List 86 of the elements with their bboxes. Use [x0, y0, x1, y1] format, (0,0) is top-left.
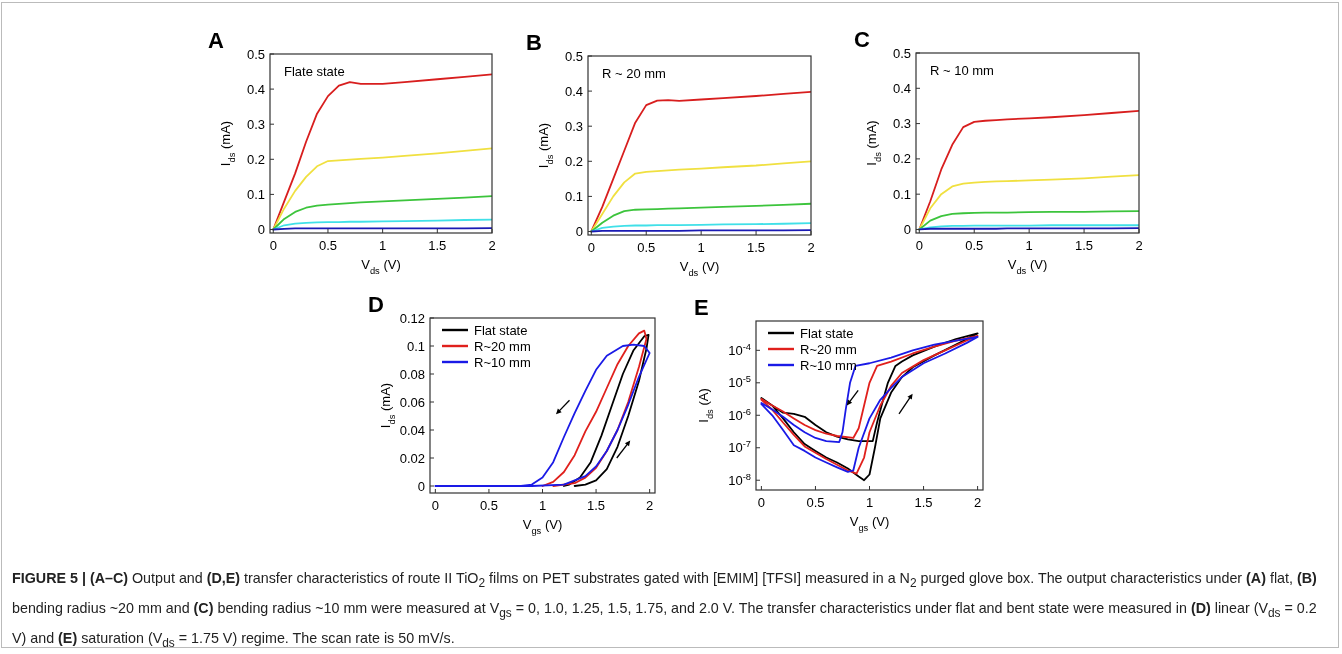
x-tick-label: 0 — [757, 495, 766, 510]
y-tick-label: 0.2 — [564, 153, 583, 169]
x-tick-label: 1 — [697, 240, 705, 255]
x-tick-label: 1 — [379, 238, 387, 253]
x-tick-label: 1.5 — [587, 498, 606, 513]
line-series — [918, 174, 1139, 231]
x-tick-label: 1.5 — [1075, 238, 1094, 253]
legend-label: Flat state — [474, 322, 528, 338]
x-axis-title: V$_{gs}$ (V) — [522, 517, 563, 536]
y-tick-label: 0.08 — [399, 366, 425, 382]
y-tick-label: 0 — [575, 223, 583, 239]
x-tick-label: 1 — [865, 495, 874, 510]
x-tick-label: 0.5 — [806, 495, 825, 510]
y-tick-label: 10$^{-4}$ — [728, 341, 751, 358]
y-tick-label: 0.3 — [246, 116, 265, 132]
x-axis-title: V$_{ds}$ (V) — [679, 259, 720, 278]
text: FIGURE 5 | (A–C) Output and (D,E) transfer characteristics of route II TiO$_{2}$ films on PET substrates gated with [EMIM] [TFSI] measured in a N$_{2}$ purged glove box. The output characteristics under (A) flat, (B) bending radius ~20 mm and (C) bending radius ~10 mm were measured at V$_{gs}$ = 0, 1.0, 1.25, 1.5, 1.75, and 2.0 V. The transfer characteristics under flat and bent state were measured in (D) linear (V$_{ds}$ = 0.2 V) and (E) saturation (V$_{ds}$ = 1.75 V) regime. The scan rate is 50 mV/s. — [12, 570, 1317, 650]
x-axis-title: V$_{gs}$ (V) — [849, 514, 890, 533]
line-series — [541, 329, 648, 487]
line-series — [563, 333, 650, 487]
y-tick-label: 0.2 — [892, 151, 911, 167]
annotation: Flate state — [284, 64, 345, 79]
x-tick-label: 0.5 — [637, 240, 656, 255]
x-tick-label: 2 — [973, 495, 982, 510]
chart-title: D — [368, 292, 384, 317]
line-series — [272, 218, 492, 231]
line-series — [434, 343, 651, 487]
y-tick-label: 0.1 — [892, 186, 911, 202]
x-tick-label: 0.5 — [965, 238, 984, 253]
y-tick-label: 0.1 — [564, 188, 583, 204]
y-tick-label: 10$^{-8}$ — [728, 471, 751, 488]
y-tick-label: 0.4 — [892, 80, 911, 96]
chart-title: C — [854, 27, 870, 52]
chart-title: E — [694, 295, 709, 320]
annotation: R ~ 20 mm — [602, 66, 666, 81]
x-tick-label: 0 — [269, 238, 277, 253]
y-tick-label: 0.06 — [399, 394, 425, 410]
y-tick-label: 0.5 — [246, 46, 265, 62]
x-tick-label: 1 — [1025, 238, 1033, 253]
legend-label: R~20 mm — [800, 341, 857, 357]
line-series — [272, 147, 492, 231]
y-tick-label: 0.1 — [246, 186, 265, 202]
x-tick-label: 2 — [646, 498, 654, 513]
x-tick-label: 1.5 — [914, 495, 933, 510]
x-tick-label: 0.5 — [318, 238, 337, 253]
line-series — [918, 210, 1139, 231]
legend-label: Flat state — [800, 325, 854, 341]
y-tick-label: 10$^{-7}$ — [728, 439, 751, 456]
y-tick-label: 0.4 — [564, 83, 583, 99]
chart-title: B — [526, 30, 542, 55]
y-tick-label: 0 — [417, 478, 425, 494]
x-tick-label: 1.5 — [747, 240, 766, 255]
y-tick-label: 0.3 — [564, 118, 583, 134]
y-tick-label: 0.5 — [892, 45, 911, 61]
y-tick-label: 0.2 — [246, 151, 265, 167]
x-axis-title: V$_{ds}$ (V) — [1007, 257, 1048, 276]
chart-title: A — [208, 28, 224, 53]
y-tick-label: 0 — [903, 221, 911, 237]
annotation: R ~ 10 mm — [930, 63, 994, 78]
y-tick-label: 0.4 — [246, 81, 265, 97]
x-tick-label: 0 — [587, 240, 595, 255]
y-tick-label: 0.04 — [399, 422, 425, 438]
y-tick-label: 0.1 — [406, 338, 425, 354]
x-tick-label: 0 — [431, 498, 439, 513]
x-tick-label: 1.5 — [428, 238, 447, 253]
legend-label: R~10 mm — [474, 354, 531, 370]
y-tick-label: 10$^{-6}$ — [728, 406, 751, 423]
y-tick-label: 0.5 — [564, 48, 583, 64]
line-series — [590, 222, 811, 233]
x-tick-label: 2 — [1135, 238, 1143, 253]
x-tick-label: 1 — [538, 498, 547, 513]
x-tick-label: 2 — [807, 240, 815, 255]
legend-label: R~10 mm — [800, 357, 857, 373]
line-series — [590, 202, 811, 233]
y-tick-label: 0.12 — [399, 310, 425, 326]
x-axis-title: V$_{ds}$ (V) — [361, 257, 401, 276]
y-tick-label: 0.3 — [892, 116, 911, 132]
y-tick-label: 0 — [257, 221, 265, 237]
y-tick-label: 0.02 — [399, 450, 425, 466]
line-series — [590, 160, 811, 233]
legend-label: R~20 mm — [474, 338, 531, 354]
line-series — [272, 195, 492, 231]
y-tick-label: 10$^{-5}$ — [728, 374, 751, 391]
x-tick-label: 0 — [915, 238, 923, 253]
x-tick-label: 2 — [488, 238, 496, 253]
x-tick-label: 0.5 — [479, 498, 498, 513]
